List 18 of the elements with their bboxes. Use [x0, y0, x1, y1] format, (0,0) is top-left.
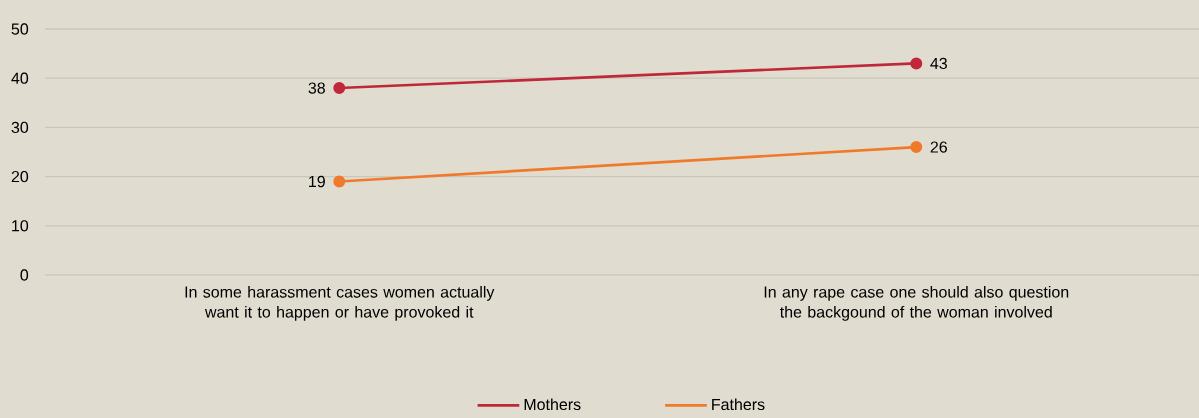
- x-tick-label: In some harassment cases women actually want it to happen or have provoked it: [185, 285, 495, 321]
- y-tick-label: 40: [11, 72, 29, 84]
- point: [333, 82, 346, 95]
- data-label: 26: [930, 141, 947, 153]
- point: [910, 141, 923, 154]
- y-tick-label: 50: [11, 23, 29, 35]
- x-tick-label: In any rape case one should also question the backgound of the woman involved: [764, 285, 1069, 321]
- y-tick-label: 30: [11, 121, 29, 134]
- y-tick-label: 0: [20, 269, 29, 281]
- legend-label: Mothers: [524, 398, 581, 411]
- legend-label: Fathers: [712, 398, 765, 411]
- data-label: 19: [309, 175, 325, 188]
- point: [910, 57, 923, 70]
- data-label: 43: [930, 57, 947, 70]
- y-tick-label: 20: [11, 170, 29, 183]
- y-tick-label: 10: [12, 220, 29, 232]
- data-label: 38: [308, 82, 325, 94]
- point: [333, 175, 346, 188]
